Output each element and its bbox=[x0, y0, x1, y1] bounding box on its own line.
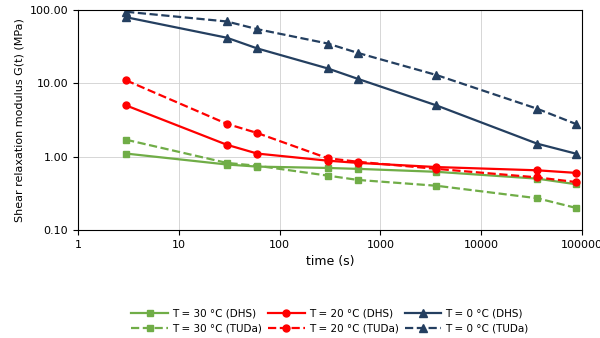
T = 0 °C (TUDa) bbox=[223, 20, 230, 24]
T = 30 °C (TUDa) bbox=[254, 164, 261, 168]
T = 20 °C (DHS) bbox=[355, 161, 362, 165]
T = 0 °C (TUDa) bbox=[324, 42, 331, 46]
T = 20 °C (TUDa) bbox=[433, 167, 440, 171]
T = 20 °C (TUDa) bbox=[223, 122, 230, 126]
T = 0 °C (TUDa) bbox=[433, 73, 440, 77]
T = 20 °C (TUDa) bbox=[324, 156, 331, 160]
T = 30 °C (TUDa) bbox=[122, 138, 130, 142]
X-axis label: time (s): time (s) bbox=[306, 255, 354, 268]
T = 30 °C (TUDa) bbox=[533, 196, 541, 200]
T = 0 °C (DHS) bbox=[572, 151, 579, 155]
T = 0 °C (TUDa) bbox=[122, 10, 130, 14]
T = 0 °C (TUDa) bbox=[533, 107, 541, 111]
T = 20 °C (DHS) bbox=[433, 165, 440, 169]
T = 0 °C (DHS) bbox=[355, 77, 362, 81]
T = 30 °C (TUDa) bbox=[433, 184, 440, 188]
T = 20 °C (TUDa) bbox=[533, 175, 541, 179]
T = 30 °C (TUDa) bbox=[572, 206, 579, 210]
T = 30 °C (DHS) bbox=[572, 182, 579, 186]
T = 0 °C (DHS) bbox=[254, 46, 261, 50]
T = 30 °C (TUDa) bbox=[324, 174, 331, 178]
T = 0 °C (DHS) bbox=[324, 66, 331, 70]
T = 0 °C (DHS) bbox=[223, 36, 230, 40]
T = 30 °C (DHS) bbox=[223, 163, 230, 167]
Line: T = 20 °C (TUDa): T = 20 °C (TUDa) bbox=[122, 77, 579, 186]
T = 20 °C (DHS) bbox=[223, 143, 230, 147]
T = 30 °C (TUDa) bbox=[355, 178, 362, 182]
T = 20 °C (TUDa) bbox=[122, 78, 130, 82]
T = 20 °C (DHS) bbox=[122, 103, 130, 107]
T = 20 °C (TUDa) bbox=[572, 180, 579, 184]
Y-axis label: Shear relaxation modulus G(t) (MPa): Shear relaxation modulus G(t) (MPa) bbox=[14, 18, 24, 222]
T = 30 °C (DHS) bbox=[122, 151, 130, 155]
T = 20 °C (TUDa) bbox=[355, 160, 362, 164]
T = 20 °C (DHS) bbox=[324, 159, 331, 163]
T = 30 °C (DHS) bbox=[433, 170, 440, 174]
T = 30 °C (DHS) bbox=[324, 166, 331, 170]
Line: T = 20 °C (DHS): T = 20 °C (DHS) bbox=[122, 102, 579, 176]
T = 30 °C (DHS) bbox=[533, 177, 541, 181]
T = 0 °C (TUDa) bbox=[254, 27, 261, 31]
Line: T = 30 °C (DHS): T = 30 °C (DHS) bbox=[122, 150, 579, 188]
T = 30 °C (DHS) bbox=[254, 165, 261, 169]
T = 30 °C (DHS) bbox=[355, 167, 362, 171]
T = 0 °C (DHS) bbox=[533, 142, 541, 146]
T = 0 °C (DHS) bbox=[122, 15, 130, 19]
Line: T = 0 °C (DHS): T = 0 °C (DHS) bbox=[122, 13, 580, 158]
Legend: T = 30 °C (DHS), T = 30 °C (TUDa), T = 20 °C (DHS), T = 20 °C (TUDa), T = 0 °C (: T = 30 °C (DHS), T = 30 °C (TUDa), T = 2… bbox=[128, 305, 532, 337]
T = 0 °C (TUDa) bbox=[355, 51, 362, 55]
Line: T = 0 °C (TUDa): T = 0 °C (TUDa) bbox=[122, 7, 580, 128]
T = 0 °C (TUDa) bbox=[572, 122, 579, 126]
T = 30 °C (TUDa) bbox=[223, 161, 230, 165]
T = 20 °C (DHS) bbox=[533, 168, 541, 172]
T = 0 °C (DHS) bbox=[433, 103, 440, 107]
Line: T = 30 °C (TUDa): T = 30 °C (TUDa) bbox=[122, 136, 579, 211]
T = 20 °C (DHS) bbox=[254, 151, 261, 155]
T = 20 °C (DHS) bbox=[572, 171, 579, 175]
T = 20 °C (TUDa) bbox=[254, 131, 261, 135]
